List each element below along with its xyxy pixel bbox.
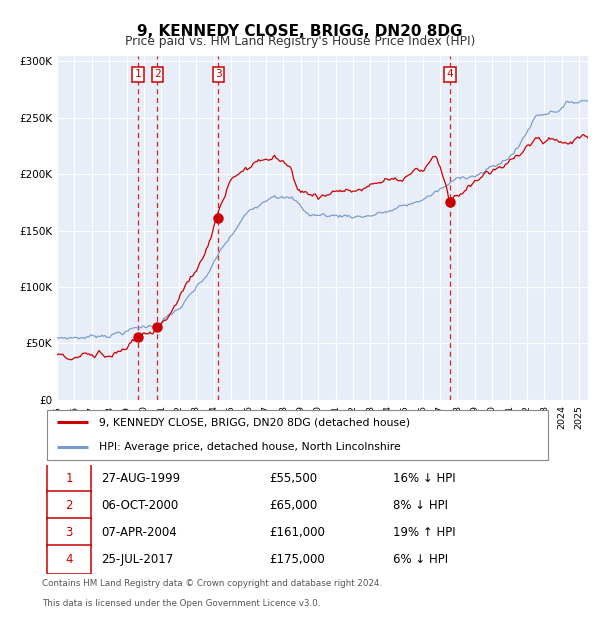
Text: This data is licensed under the Open Government Licence v3.0.: This data is licensed under the Open Gov… — [42, 599, 320, 608]
Text: 1: 1 — [134, 69, 142, 79]
Text: 25-JUL-2017: 25-JUL-2017 — [101, 554, 173, 567]
FancyBboxPatch shape — [47, 546, 91, 574]
Text: HPI: Average price, detached house, North Lincolnshire: HPI: Average price, detached house, Nort… — [99, 442, 401, 452]
Text: 1: 1 — [65, 472, 73, 485]
Text: 3: 3 — [65, 526, 73, 539]
Text: £175,000: £175,000 — [269, 554, 325, 567]
Text: 8% ↓ HPI: 8% ↓ HPI — [393, 499, 448, 512]
Text: 19% ↑ HPI: 19% ↑ HPI — [393, 526, 455, 539]
Text: £55,500: £55,500 — [269, 472, 317, 485]
Text: 4: 4 — [65, 554, 73, 567]
Text: Price paid vs. HM Land Registry's House Price Index (HPI): Price paid vs. HM Land Registry's House … — [125, 35, 475, 48]
Text: 06-OCT-2000: 06-OCT-2000 — [101, 499, 179, 512]
Text: 3: 3 — [215, 69, 222, 79]
Text: Contains HM Land Registry data © Crown copyright and database right 2024.: Contains HM Land Registry data © Crown c… — [42, 578, 382, 588]
Text: 2: 2 — [65, 499, 73, 512]
FancyBboxPatch shape — [47, 518, 91, 546]
FancyBboxPatch shape — [47, 491, 91, 520]
FancyBboxPatch shape — [47, 464, 91, 492]
Text: 9, KENNEDY CLOSE, BRIGG, DN20 8DG: 9, KENNEDY CLOSE, BRIGG, DN20 8DG — [137, 24, 463, 38]
Text: £65,000: £65,000 — [269, 499, 317, 512]
Text: £161,000: £161,000 — [269, 526, 325, 539]
Text: 16% ↓ HPI: 16% ↓ HPI — [393, 472, 455, 485]
Text: 4: 4 — [446, 69, 453, 79]
Text: 9, KENNEDY CLOSE, BRIGG, DN20 8DG (detached house): 9, KENNEDY CLOSE, BRIGG, DN20 8DG (detac… — [99, 417, 410, 427]
Text: 07-APR-2004: 07-APR-2004 — [101, 526, 177, 539]
Text: 2: 2 — [154, 69, 161, 79]
Text: 27-AUG-1999: 27-AUG-1999 — [101, 472, 181, 485]
FancyBboxPatch shape — [47, 410, 548, 459]
Text: 6% ↓ HPI: 6% ↓ HPI — [393, 554, 448, 567]
